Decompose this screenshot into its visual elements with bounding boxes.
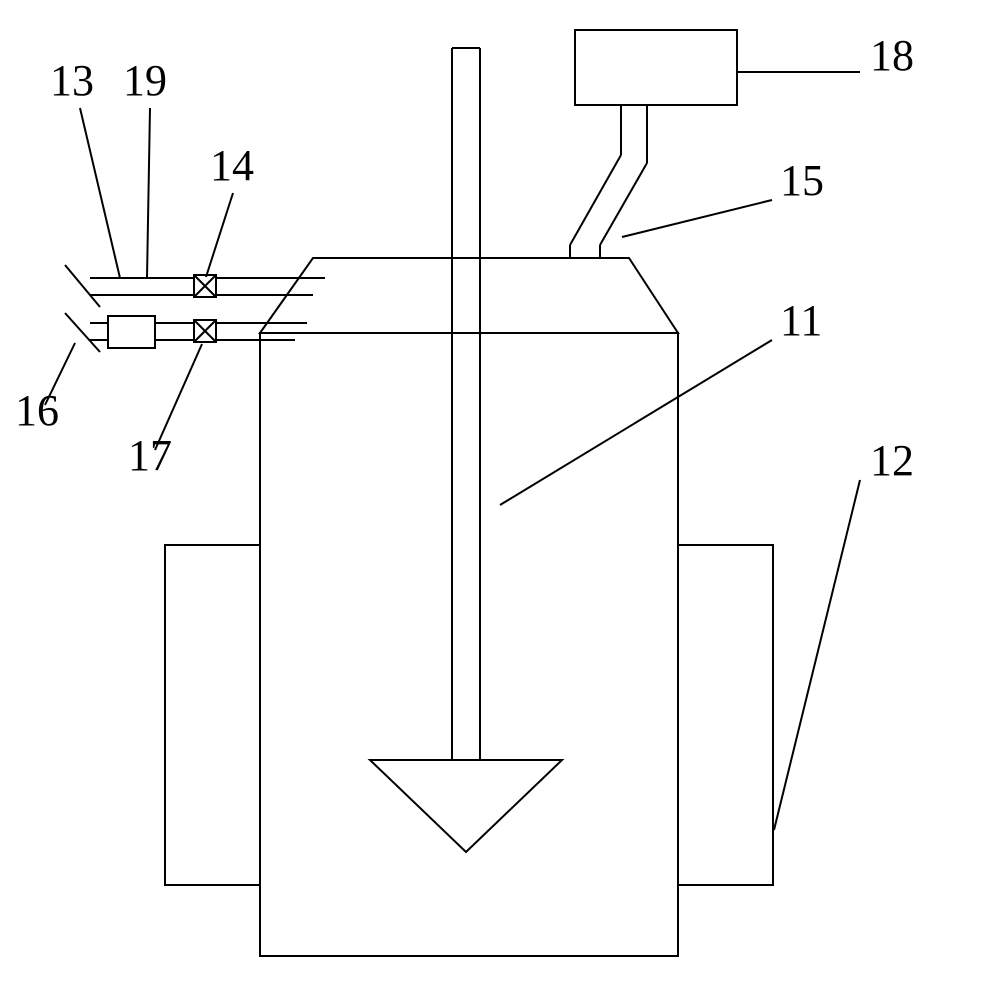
- label-text: 15: [780, 156, 824, 205]
- label-text: 13: [50, 56, 94, 105]
- label-text: 12: [870, 436, 914, 485]
- valve-14-icon: [194, 275, 216, 297]
- label-text: 11: [780, 296, 822, 345]
- label-15: 15: [622, 156, 824, 237]
- pipe15-bend-l: [570, 155, 621, 245]
- label-14: 14: [206, 141, 254, 277]
- label-text: 19: [123, 56, 167, 105]
- label-19: 19: [123, 56, 167, 278]
- break-line-13: [65, 265, 100, 307]
- vessel-body: [260, 333, 678, 956]
- valve-17-icon: [194, 320, 216, 342]
- box-18: [575, 30, 737, 105]
- label-18: 18: [738, 31, 914, 80]
- jacket-right: [678, 545, 773, 885]
- label-text: 16: [15, 386, 59, 435]
- label-text: 17: [128, 431, 172, 480]
- label-text: 14: [210, 141, 254, 190]
- label-16: 16: [15, 343, 75, 435]
- label-17: 17: [128, 344, 202, 480]
- vessel-top: [260, 258, 678, 333]
- label-text: 18: [870, 31, 914, 80]
- break-line-16: [65, 313, 100, 352]
- label-12: 12: [774, 436, 914, 830]
- box-19: [108, 316, 155, 348]
- label-13: 13: [50, 56, 120, 278]
- jacket-left: [165, 545, 260, 885]
